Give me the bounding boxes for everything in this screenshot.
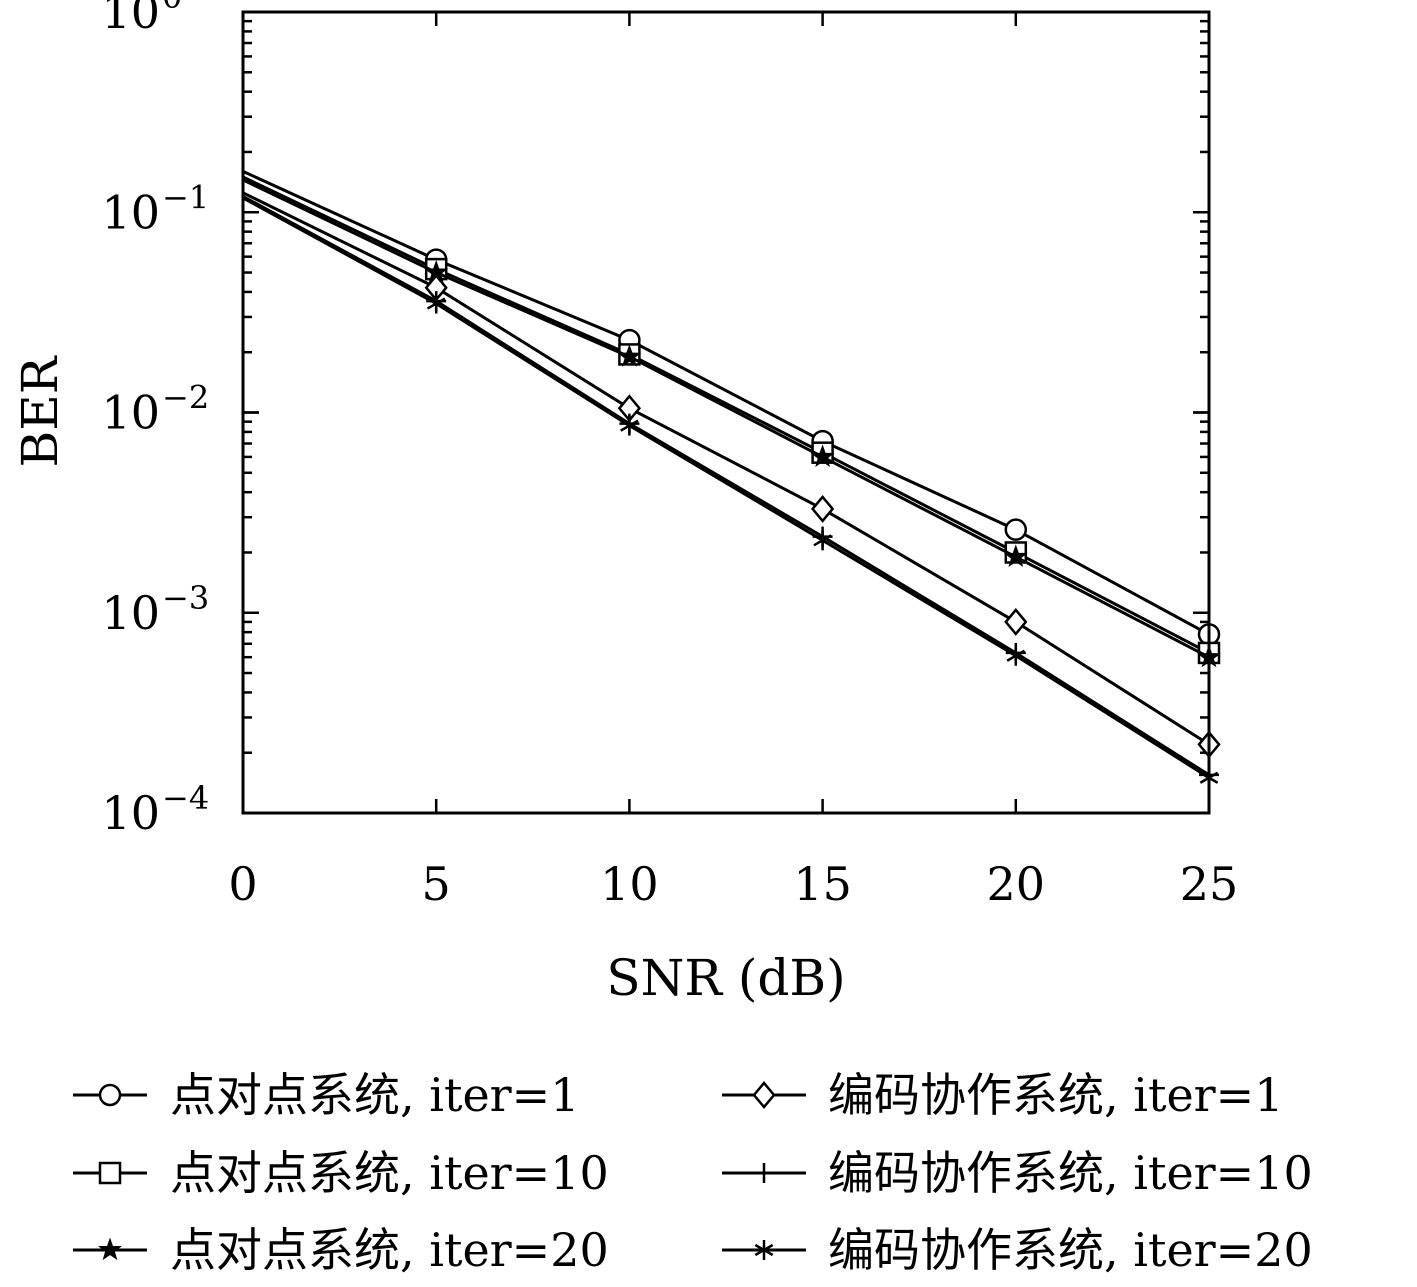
legend-item: 点对点系统, iter=20 [73,1223,609,1277]
x-tick-label: 15 [793,857,852,911]
y-tick-label-exponent: −1 [162,178,209,216]
legend-label: 点对点系统, iter=1 [170,1068,579,1122]
y-axis-label: BER [11,355,69,467]
legend-marker [754,1163,774,1183]
data-point [617,344,642,367]
legend-item: 编码协作系统, iter=1 [722,1068,1283,1122]
data-point [1004,518,1028,541]
data-point [810,494,835,523]
x-tick-label: 25 [1180,857,1239,911]
x-tick-label: 20 [987,857,1046,911]
data-point [426,293,446,314]
legend-label: 编码协作系统, iter=1 [828,1068,1283,1122]
data-point [810,444,835,467]
y-tick-label-base: 10 [101,185,160,239]
legend-label: 编码协作系统, iter=10 [828,1146,1313,1200]
legend-marker [752,1081,776,1109]
data-point [1006,645,1026,666]
y-tick-label-base: 10 [101,786,160,840]
x-tick-label: 5 [422,857,451,911]
data-point [1004,607,1028,636]
y-tick-label: 10 −4 [101,779,209,840]
legend-label: 编码协作系统, iter=20 [828,1223,1313,1277]
series-5 [242,196,1219,788]
series-2 [242,178,1221,668]
x-tick-label: 10 [600,857,659,911]
y-tick-label-base: 10 [101,586,160,640]
legend-marker [98,1083,122,1107]
plot-frame [241,10,1211,815]
legend-marker [98,1161,122,1185]
y-tick-label-base: 10 [101,0,160,39]
y-tick-label: 10 −2 [101,379,209,440]
y-tick-label-base: 10 [101,386,160,440]
legend-marker [754,1240,774,1260]
legend-marker [98,1237,122,1261]
series-line [242,175,1210,655]
y-tick-label: 100 [101,0,182,39]
x-axis-label: SNR (dB) [606,949,845,1007]
series-4 [242,195,1219,785]
series-line [242,191,1210,746]
data-point [620,415,639,436]
series-line [242,170,1210,636]
data-point [813,530,832,551]
y-tick-label-exponent: −4 [162,779,209,817]
legend-item: 点对点系统, iter=10 [73,1146,609,1200]
legend-label: 点对点系统, iter=20 [170,1223,609,1277]
legend: 点对点系统, iter=1 点对点系统, iter=10 点对点系统, iter=2… [73,1068,1313,1277]
legend-item: 编码协作系统, iter=20 [722,1223,1313,1277]
series-line [242,178,1210,659]
legend-item: 编码协作系统, iter=10 [722,1146,1313,1200]
series-line [242,196,1210,779]
legend-item: 点对点系统, iter=1 [73,1068,579,1122]
y-tick-labels: 10010−110−210−310−4 [101,0,209,840]
y-tick-label: 10 −1 [101,178,209,239]
legend-label: 点对点系统, iter=10 [170,1146,609,1200]
x-tick-label: 0 [228,857,257,911]
y-tick-label-exponent: 0 [162,0,182,16]
plot-series [242,170,1221,788]
x-tick-labels: 0 5 10 15 20 25 [228,857,1238,911]
series-3 [242,191,1221,759]
series-line [242,195,1210,777]
data-point [1003,544,1028,567]
y-tick-label-exponent: −3 [162,579,209,617]
axis-ticks [241,10,1211,815]
y-tick-label-exponent: −2 [162,379,209,417]
y-tick-label: 10 −3 [101,579,209,640]
